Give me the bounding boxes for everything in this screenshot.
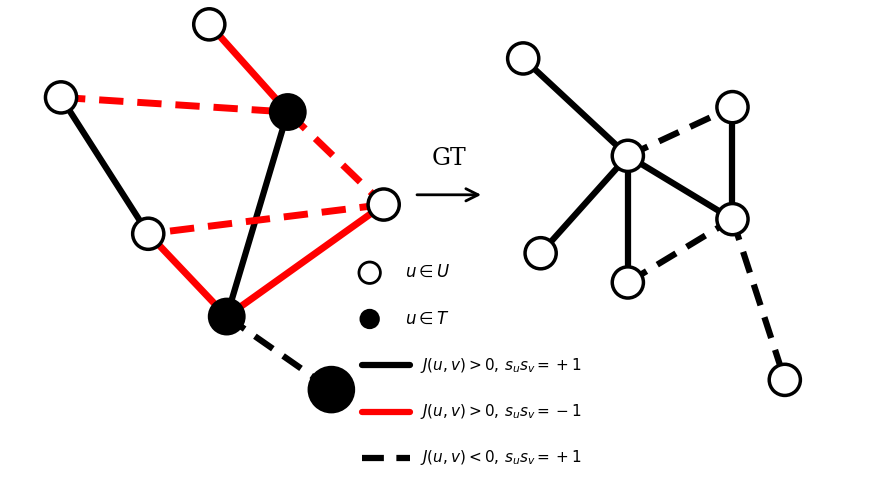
- Ellipse shape: [717, 204, 748, 235]
- Ellipse shape: [209, 299, 244, 334]
- Text: $u \in T$: $u \in T$: [405, 311, 450, 327]
- Ellipse shape: [133, 218, 164, 249]
- Text: $J(u,v) < 0,\, s_u s_v = +1$: $J(u,v) < 0,\, s_u s_v = +1$: [420, 448, 582, 468]
- Text: GT: GT: [432, 148, 467, 170]
- Text: $u \in U$: $u \in U$: [405, 264, 451, 281]
- Ellipse shape: [309, 367, 354, 412]
- Text: $J(u,v) > 0,\, s_u s_v = -1$: $J(u,v) > 0,\, s_u s_v = -1$: [420, 402, 582, 421]
- Ellipse shape: [270, 94, 305, 130]
- Ellipse shape: [368, 189, 399, 220]
- Ellipse shape: [508, 43, 539, 74]
- Ellipse shape: [361, 310, 378, 328]
- Ellipse shape: [612, 267, 644, 298]
- Ellipse shape: [769, 364, 800, 395]
- Ellipse shape: [717, 92, 748, 123]
- Ellipse shape: [612, 140, 644, 171]
- Ellipse shape: [45, 82, 77, 113]
- Ellipse shape: [525, 238, 556, 269]
- Ellipse shape: [359, 262, 380, 283]
- Text: $J(u,v) > 0,\, s_u s_v = +1$: $J(u,v) > 0,\, s_u s_v = +1$: [420, 356, 582, 375]
- Ellipse shape: [194, 9, 225, 40]
